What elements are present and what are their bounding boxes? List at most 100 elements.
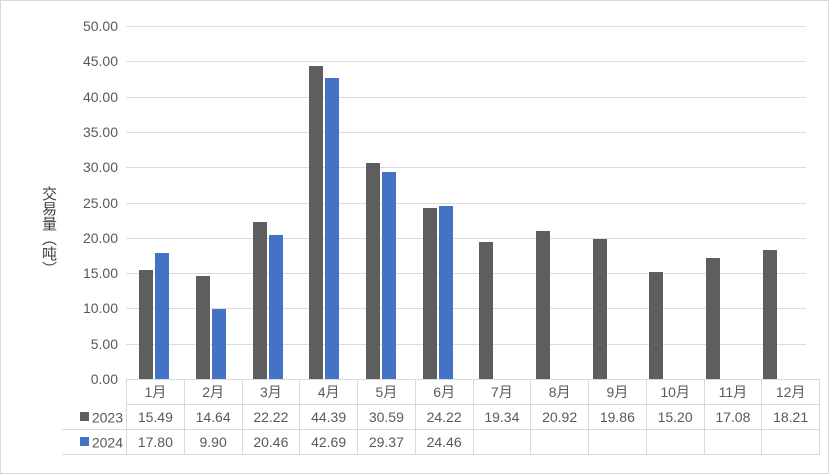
bars-layer [126, 26, 806, 379]
bar-group [466, 26, 523, 379]
table-cell-2023-11月: 17.08 [703, 404, 763, 430]
bar-group [183, 26, 240, 379]
bar-2023-12月[interactable] [762, 250, 777, 379]
bar-2023-5月[interactable] [365, 163, 380, 379]
gridline [126, 273, 806, 275]
table-cell-2023-12月: 18.21 [761, 404, 820, 430]
table-corner-blank [62, 380, 127, 405]
bar-2023-3月[interactable] [252, 222, 267, 379]
bar-2023-10月[interactable] [649, 271, 664, 379]
table-cell-2024-1月: 17.80 [126, 429, 185, 455]
bar-group [296, 26, 353, 379]
table-cell-2024-3月: 20.46 [241, 429, 301, 455]
bar-2023-9月[interactable] [592, 238, 607, 379]
table-cell-2023-1月: 15.49 [126, 404, 185, 430]
table-cell-2023-4月: 44.39 [299, 404, 358, 430]
bar-2024-5月[interactable] [381, 171, 396, 379]
table-cell-2023-10月: 15.20 [645, 404, 705, 430]
legend-item-2024[interactable]: 2024 [62, 429, 127, 455]
table-column-header: 8月 [530, 379, 589, 405]
table-cell-2023-6月: 24.22 [414, 404, 474, 430]
bar-group [126, 26, 183, 379]
bar-2023-7月[interactable] [479, 242, 494, 379]
table-cell-2023-5月: 30.59 [357, 404, 416, 430]
gridline [126, 167, 806, 169]
gridline [126, 96, 806, 98]
bar-2023-1月[interactable] [139, 269, 154, 379]
legend-label: 2023 [91, 409, 123, 426]
data-table-body: 1月 2月 3月 4月 5月 6月 7月 8月 9月 10月 11月 12月 2023 15.49 14.6… [62, 379, 820, 455]
table-cell-2024-11月 [703, 429, 763, 455]
y-axis-tick-labels: 50.00 45.00 40.00 35.00 30.00 25.00 20.00 15.00… [56, 1, 118, 473]
bar-2023-2月[interactable] [195, 275, 210, 379]
gridline [126, 26, 806, 27]
bar-group [523, 26, 580, 379]
table-column-header: 11月 [703, 379, 763, 405]
table-cell-2023-8月: 20.92 [530, 404, 589, 430]
table-column-header: 1月 [126, 379, 185, 405]
y-axis-tick-label: 0.00 [90, 371, 118, 387]
y-axis-tick-label: 50.00 [82, 18, 118, 34]
gridline [126, 131, 806, 133]
gridline [126, 237, 806, 239]
table-column-header: 5月 [357, 379, 416, 405]
table-column-header: 10月 [645, 379, 705, 405]
bar-2024-2月[interactable] [211, 309, 226, 379]
table-cell-2023-9月: 19.86 [588, 404, 647, 430]
bar-group [693, 26, 750, 379]
bar-group [749, 26, 806, 379]
table-cell-2024-5月: 29.37 [357, 429, 416, 455]
bar-2024-1月[interactable] [155, 253, 170, 379]
table-cell-2024-10月 [645, 429, 705, 455]
table-row: 2024 17.80 9.90 20.46 42.69 29.37 24.46 [62, 429, 820, 455]
y-axis-tick-label: 30.00 [82, 159, 118, 176]
table-column-header: 4月 [299, 379, 358, 405]
bar-2023-6月[interactable] [422, 208, 437, 379]
y-axis-tick-label: 15.00 [82, 265, 118, 282]
table-column-header: 7月 [472, 379, 532, 405]
gridline [126, 202, 806, 204]
table-cell-2024-7月 [472, 429, 532, 455]
table-cell-2024-2月: 9.90 [183, 429, 243, 455]
bar-2024-6月[interactable] [438, 206, 453, 379]
bar-2023-11月[interactable] [705, 258, 720, 379]
table-column-header: 3月 [241, 379, 301, 405]
table-column-header: 6月 [414, 379, 474, 405]
table-column-header: 2月 [183, 379, 243, 405]
bar-group [579, 26, 636, 379]
table-cell-2024-4月: 42.69 [299, 429, 358, 455]
y-axis-tick-label: 45.00 [82, 53, 118, 70]
bar-group [353, 26, 410, 379]
bar-group [239, 26, 296, 379]
table-row: 2023 15.49 14.64 22.22 44.39 30.59 24.22 19.34 2… [62, 404, 820, 430]
gridline [126, 61, 806, 63]
bar-2024-4月[interactable] [325, 77, 340, 379]
bar-2023-8月[interactable] [535, 231, 550, 379]
bar-group [409, 26, 466, 379]
bar-2024-3月[interactable] [268, 234, 283, 379]
legend-item-2023[interactable]: 2023 [62, 404, 127, 430]
table-cell-2024-12月 [761, 429, 820, 455]
table-column-header: 9月 [588, 379, 647, 405]
legend-swatch-icon [79, 411, 89, 421]
y-axis-tick-label: 10.00 [82, 300, 118, 317]
bar-group [636, 26, 693, 379]
y-axis-tick-label: 20.00 [82, 229, 118, 246]
gridline [126, 343, 806, 345]
legend-label: 2024 [91, 434, 123, 451]
table-column-header: 12月 [761, 379, 820, 405]
y-axis-tick-label: 40.00 [82, 88, 118, 105]
data-table: 1月 2月 3月 4月 5月 6月 7月 8月 9月 10月 11月 12月 2023 15.49 14.6… [62, 379, 820, 455]
y-axis-tick-label: 25.00 [82, 194, 118, 211]
gridline [126, 308, 806, 310]
bar-2023-4月[interactable] [309, 65, 324, 379]
table-cell-2023-3月: 22.22 [241, 404, 301, 430]
y-axis-tick-label: 5.00 [90, 335, 118, 352]
table-cell-2023-2月: 14.64 [183, 404, 243, 430]
y-axis-title: 交易量（吨） [40, 186, 57, 276]
y-axis-tick-label: 35.00 [82, 123, 118, 140]
table-cell-2024-8月 [530, 429, 589, 455]
table-header-row: 1月 2月 3月 4月 5月 6月 7月 8月 9月 10月 11月 12月 [62, 379, 820, 405]
legend-swatch-icon [79, 437, 89, 447]
